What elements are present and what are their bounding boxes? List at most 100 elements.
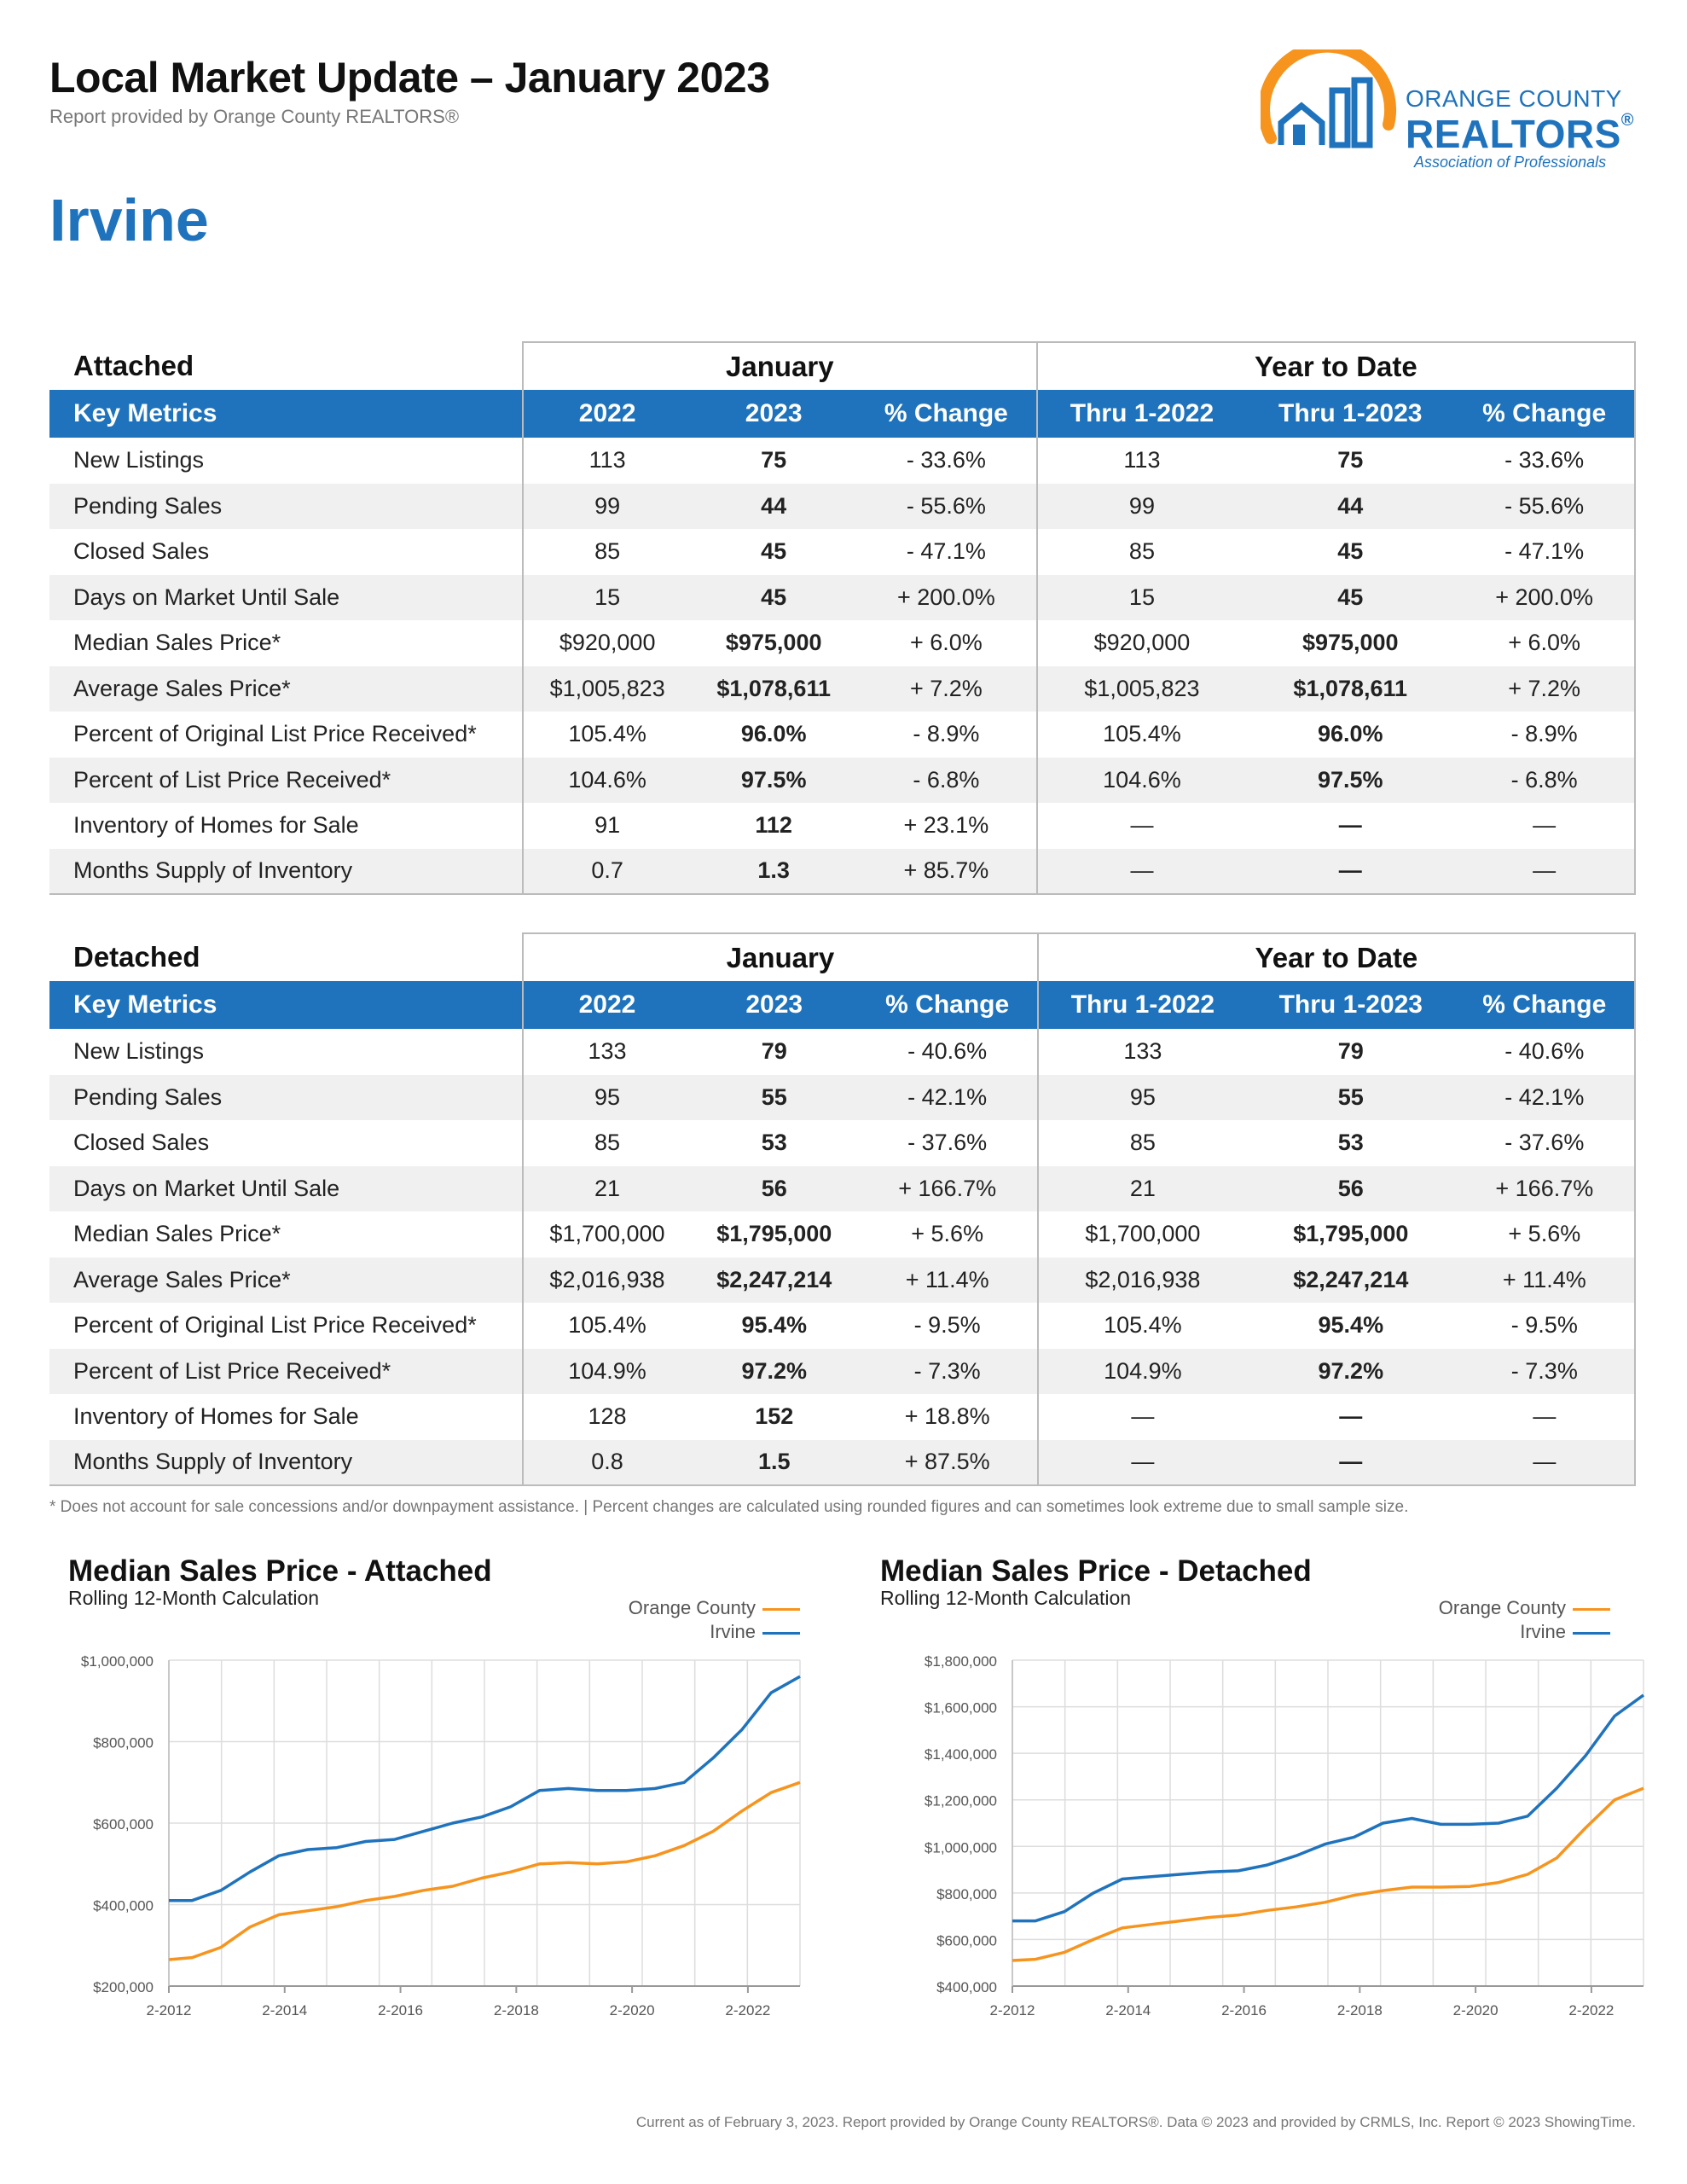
table-row: New Listings 133 79 - 40.6% 133 79 - 40.6% <box>49 1029 1637 1075</box>
y-tick-label: $800,000 <box>936 1886 997 1902</box>
table-row: Months Supply of Inventory 0.8 1.5 + 87.5% —… <box>49 1439 1637 1486</box>
metric-value: + 11.4% <box>857 1257 1038 1303</box>
table-section-title: Detached <box>49 933 523 981</box>
metric-value: 15 <box>521 574 692 620</box>
metric-value: $1,700,000 <box>1036 1211 1247 1258</box>
metric-value: 0.8 <box>522 1439 691 1486</box>
chart-title-detached: Median Sales Price - Detached <box>880 1554 1312 1588</box>
metric-value: $1,078,611 <box>691 665 857 712</box>
x-tick-label: 2-2018 <box>1337 2002 1383 2018</box>
legend-swatch-blue <box>1573 1631 1610 1635</box>
metric-value: - 47.1% <box>906 538 986 565</box>
metric-label: Average Sales Price* <box>49 665 523 712</box>
metric-value: - 55.6% <box>856 483 1037 529</box>
metric-value: $1,078,611 <box>1246 665 1455 712</box>
metric-value: 75 <box>761 447 787 473</box>
y-tick-label: $200,000 <box>93 1979 154 1995</box>
metric-value: - 40.6% <box>907 1038 988 1065</box>
metric-value: 56 <box>690 1165 858 1211</box>
x-tick-label: 2-2014 <box>1105 2002 1151 2018</box>
column-header: 2023 <box>691 390 857 438</box>
group-header-ytd: Year to Date <box>1036 932 1637 981</box>
metric-value: 1.5 <box>690 1439 858 1486</box>
metric-value: $2,016,938 <box>522 1257 691 1303</box>
city-title: Irvine <box>49 187 209 253</box>
metric-value: + 85.7% <box>856 848 1037 895</box>
metric-value: 45 <box>1337 538 1364 565</box>
metric-value: 85 <box>522 1120 691 1166</box>
metric-value: 45 <box>761 538 787 565</box>
metric-value: 85 <box>521 529 692 575</box>
metric-value: - 6.8% <box>856 757 1037 803</box>
logo-tagline: Association of Professionals <box>1414 154 1607 171</box>
metric-value: 75 <box>1337 447 1364 473</box>
metric-value: 105.4% <box>1036 1303 1247 1349</box>
metric-value: 105.4% <box>1035 712 1247 758</box>
column-header: Thru 1-2022 <box>1035 390 1247 438</box>
metric-value: 105.4% <box>521 712 692 758</box>
metric-value: - 6.8% <box>1454 757 1636 803</box>
column-header: % Change <box>1454 390 1636 438</box>
table-row: Pending Sales 95 55- 42.1% 95 55- 42.1% <box>49 1074 1637 1120</box>
y-tick-label: $600,000 <box>936 1932 997 1949</box>
metric-value: - 47.1% <box>1454 529 1636 575</box>
metric-value: - 7.3% <box>1454 1348 1637 1394</box>
metric-value: + 166.7% <box>857 1165 1038 1211</box>
y-tick-label: $800,000 <box>93 1735 154 1751</box>
metric-label: Percent of Original List Price Received* <box>73 721 477 747</box>
metric-value: + 5.6% <box>911 1221 984 1247</box>
table-row: Closed Sales 85 45 - 47.1% 85 45 - 47.1% <box>49 529 1636 575</box>
footnote: * Does not account for sale concessions … <box>49 1498 1409 1516</box>
metric-value: 105.4% <box>522 1303 691 1349</box>
metric-label: Closed Sales <box>73 1130 210 1156</box>
metric-value: 55 <box>1246 1074 1455 1120</box>
metric-value: 45 <box>691 574 857 620</box>
metric-value: — <box>1036 1394 1247 1440</box>
column-header: Key Metrics <box>49 981 523 1029</box>
logo-line2: REALTORS® <box>1406 111 1635 156</box>
metric-value: 112 <box>755 812 792 839</box>
legend-orange-county: Orange County <box>629 1597 800 1619</box>
table-row: Days on Market Until Sale 15 45 + 200.0% 15 4… <box>49 574 1636 620</box>
metric-value: 95.4% <box>741 1312 808 1339</box>
house-logo-icon <box>1261 49 1396 148</box>
metric-value: 0.7 <box>521 848 692 895</box>
metric-value: 133 <box>522 1029 691 1075</box>
metric-label: Closed Sales <box>73 538 210 565</box>
metric-value: - 33.6% <box>906 447 986 473</box>
metric-label: New Listings <box>73 1038 205 1065</box>
column-header: Thru 1-2022 <box>1036 981 1247 1029</box>
x-tick-label: 2-2016 <box>1221 2002 1267 2018</box>
column-header: % Change <box>857 981 1038 1029</box>
metric-value: $920,000 <box>521 620 692 666</box>
metric-value: 95 <box>522 1074 691 1120</box>
metric-value: — <box>1339 1403 1363 1430</box>
metric-value: 104.6% <box>521 757 692 803</box>
metric-value: 53 <box>1337 1130 1364 1156</box>
metric-value: + 7.2% <box>1454 665 1636 712</box>
metric-value: - 55.6% <box>1454 483 1636 529</box>
metric-value: — <box>1035 848 1247 895</box>
series-line-orange-county <box>1012 1786 1644 1962</box>
metric-value: $975,000 <box>725 630 822 656</box>
report-subtitle: Report provided by Orange County REALTOR… <box>49 106 460 127</box>
column-header: 2022 <box>522 981 691 1029</box>
metric-label: Days on Market Until Sale <box>49 1165 523 1211</box>
metric-value: 85 <box>1035 529 1247 575</box>
metric-value: - 42.1% <box>857 1074 1038 1120</box>
metric-label: Median Sales Price* <box>73 1221 281 1247</box>
y-tick-label: $1,000,000 <box>925 1839 997 1856</box>
metric-value: $920,000 <box>1035 620 1247 666</box>
table-row: Median Sales Price* $920,000 $975,000 + 6.0… <box>49 620 1636 666</box>
metric-value: — <box>1036 1439 1247 1486</box>
orange-county-realtors-logo: ORANGE COUNTY REALTORS® Association of P… <box>1261 49 1636 177</box>
legend-irvine: Irvine <box>1520 1621 1610 1643</box>
metric-value: + 23.1% <box>903 812 989 839</box>
attached-metrics-table: Attached January Year to Date Key Metric… <box>49 341 1637 895</box>
metric-value: 96.0% <box>1317 721 1383 747</box>
x-tick-label: 2-2020 <box>1453 2002 1499 2018</box>
metric-value: 99 <box>521 483 692 529</box>
metric-value: - 7.3% <box>857 1348 1038 1394</box>
metric-value: $2,247,214 <box>1246 1257 1455 1303</box>
metric-value: + 87.5% <box>857 1439 1038 1486</box>
